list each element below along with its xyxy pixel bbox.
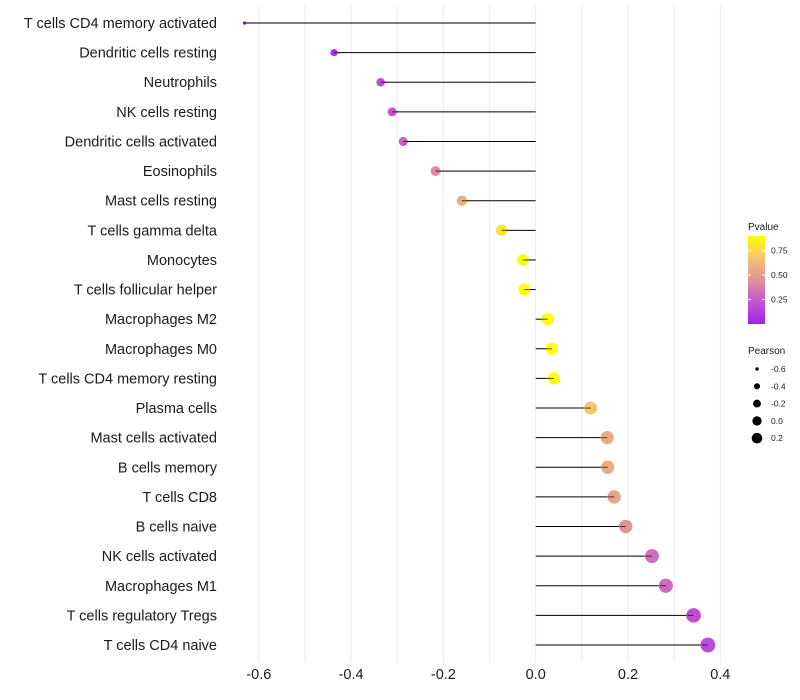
y-axis-label: T cells CD4 memory activated: [24, 16, 217, 32]
x-tick-label: -0.4: [339, 667, 364, 683]
y-axis-label: Mast cells activated: [90, 431, 217, 447]
pearson-legend: Pearson -0.6 -0.4 -0.2 0.0 0.2: [748, 346, 786, 444]
y-axis-label: NK cells activated: [102, 549, 217, 565]
pearson-legend-label: -0.4: [771, 381, 786, 391]
pearson-legend-dot: [752, 416, 762, 426]
y-axis-label: Dendritic cells activated: [65, 134, 217, 150]
pearson-legend-label: -0.2: [771, 399, 786, 409]
x-tick-label: -0.2: [431, 667, 456, 683]
colorbar-tick-label: 0.50: [771, 270, 788, 280]
y-axis-label: Mast cells resting: [105, 194, 217, 210]
pearson-legend-label: -0.6: [771, 364, 786, 374]
y-axis-label: Dendritic cells resting: [79, 46, 217, 62]
colorbar-tick-label: 0.75: [771, 246, 788, 256]
pearson-legend-label: 0.0: [771, 416, 783, 426]
pearson-legend-title: Pearson: [748, 346, 785, 357]
y-axis-label: T cells follicular helper: [74, 283, 217, 299]
y-axis-label: T cells CD4 naive: [104, 638, 217, 654]
y-axis-label: Macrophages M2: [105, 312, 217, 328]
grid-lines: [258, 5, 721, 662]
pearson-legend-dot: [755, 367, 759, 371]
y-axis-label: B cells memory: [118, 460, 218, 476]
lollipop-segments: [244, 22, 708, 646]
pearson-legend-label: 0.2: [771, 433, 783, 443]
pearson-legend-keys: -0.6 -0.4 -0.2 0.0 0.2: [751, 364, 786, 444]
y-axis-label: B cells naive: [136, 520, 217, 536]
pvalue-legend: Pvalue 0.75 0.50 0.25: [748, 222, 788, 324]
pvalue-legend-title: Pvalue: [748, 222, 779, 233]
y-axis-label: Monocytes: [147, 253, 217, 269]
y-axis-label: T cells regulatory Tregs: [67, 608, 217, 624]
x-axis-ticks: -0.6 -0.4 -0.2 0.0 0.2 0.4: [246, 667, 730, 683]
y-axis-label: Neutrophils: [144, 75, 217, 91]
x-tick-label: 0.2: [618, 667, 638, 683]
y-axis-label: T cells CD4 memory resting: [38, 371, 217, 387]
colorbar-tick-label: 0.25: [771, 295, 788, 305]
y-axis-label: Plasma cells: [136, 401, 217, 417]
y-axis-label: T cells CD8: [142, 490, 217, 506]
y-axis-labels: T cells CD4 memory activated Dendritic ce…: [24, 16, 218, 654]
pvalue-colorbar: [748, 236, 765, 324]
pearson-legend-dot: [751, 432, 763, 444]
lollipop-points: [242, 21, 716, 653]
y-axis-label: Eosinophils: [143, 164, 217, 180]
x-tick-label: 0.4: [710, 667, 730, 683]
x-tick-label: 0.0: [526, 667, 546, 683]
y-axis-label: NK cells resting: [116, 105, 217, 121]
y-axis-label: Macrophages M0: [105, 342, 217, 358]
y-axis-label: Macrophages M1: [105, 579, 217, 595]
pearson-legend-dot: [753, 383, 761, 390]
pvalue-colorbar-ticks: 0.75 0.50 0.25: [748, 246, 788, 305]
y-axis-label: T cells gamma delta: [88, 223, 218, 239]
x-tick-label: -0.6: [246, 667, 271, 683]
pearson-legend-dot: [753, 399, 761, 408]
lollipop-point: [645, 549, 659, 564]
